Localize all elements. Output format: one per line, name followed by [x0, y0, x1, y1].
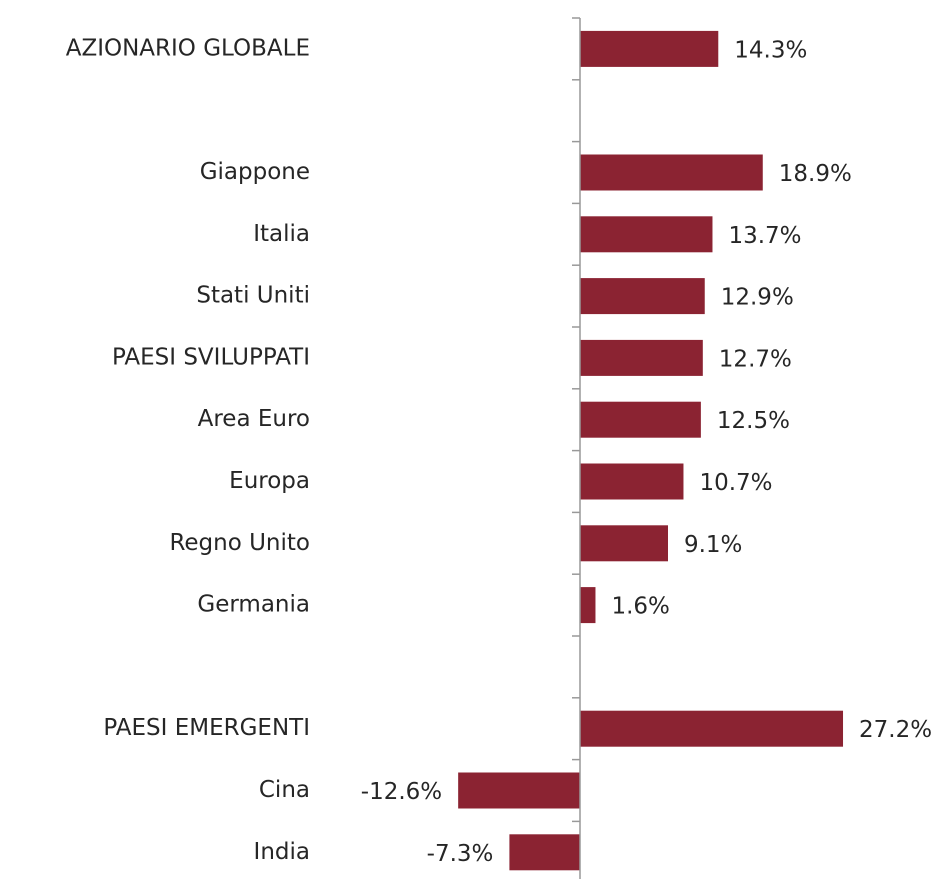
bar: [580, 216, 713, 253]
category-label: Stati Uniti: [196, 283, 310, 309]
category-label: AZIONARIO GLOBALE: [66, 35, 310, 61]
value-label: 9.1%: [684, 532, 742, 558]
value-label: 10.7%: [699, 470, 772, 496]
value-label: 13.7%: [728, 223, 801, 249]
category-label: Regno Unito: [169, 530, 310, 556]
bar: [580, 339, 703, 376]
category-label: Europa: [229, 468, 310, 494]
category-label: Giappone: [200, 159, 310, 185]
bar: [580, 278, 705, 315]
category-label: Area Euro: [198, 406, 310, 432]
bar: [580, 30, 719, 67]
bar: [580, 587, 596, 624]
value-label: -7.3%: [427, 841, 494, 867]
value-label: 14.3%: [734, 37, 807, 63]
category-label: Germania: [197, 592, 310, 618]
bar: [580, 401, 701, 438]
bar: [509, 834, 580, 871]
value-label: 12.5%: [717, 408, 790, 434]
category-label: PAESI SVILUPPATI: [112, 344, 310, 370]
bar: [580, 710, 844, 747]
value-label: 12.7%: [719, 346, 792, 372]
value-label: -12.6%: [361, 779, 442, 805]
value-label: 27.2%: [859, 717, 932, 743]
bar: [580, 463, 684, 500]
category-label: Italia: [253, 221, 310, 247]
value-label: 1.6%: [611, 594, 669, 620]
category-label: Cina: [259, 777, 310, 803]
category-label: India: [254, 839, 310, 865]
bar: [458, 772, 580, 809]
bar: [580, 154, 763, 191]
bar: [580, 525, 668, 562]
category-label: PAESI EMERGENTI: [103, 715, 310, 741]
value-label: 18.9%: [779, 161, 852, 187]
value-label: 12.9%: [721, 285, 794, 311]
